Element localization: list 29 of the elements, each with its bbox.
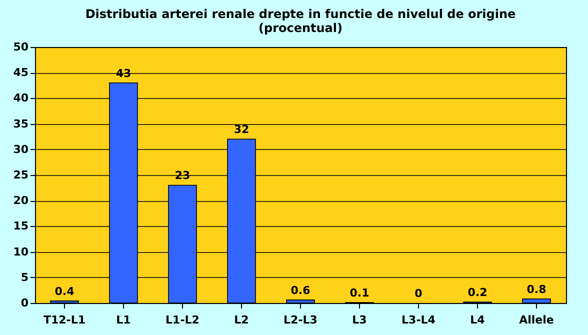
data-label: 32 xyxy=(234,123,250,136)
data-label: 0 xyxy=(414,287,423,300)
data-label: 0.1 xyxy=(350,286,370,300)
data-label: 0.6 xyxy=(290,284,311,297)
x-tick-label: Allele xyxy=(519,314,554,326)
y-tick-label: 25 xyxy=(13,168,28,182)
x-tick-label: L1 xyxy=(116,314,131,326)
data-label: 0.8 xyxy=(526,282,546,296)
data-label: 0.2 xyxy=(468,286,488,299)
x-tick-label: T12-L1 xyxy=(43,314,86,326)
y-tick-label: 15 xyxy=(13,220,28,233)
data-label: 0.4 xyxy=(54,284,75,298)
x-tick-label: L3-L4 xyxy=(402,314,436,326)
y-tick-label: 45 xyxy=(13,66,28,80)
y-tick-label: 10 xyxy=(13,245,29,258)
x-tick-label: L4 xyxy=(470,314,486,326)
y-tick-label: 50 xyxy=(13,40,29,54)
y-tick-label: 40 xyxy=(13,92,29,105)
x-tick-label: L1-L2 xyxy=(166,314,200,326)
x-tick-label: L2 xyxy=(234,314,249,326)
text: (procentual) xyxy=(258,21,343,35)
y-tick-label: 5 xyxy=(20,270,28,284)
y-tick-label: 35 xyxy=(13,117,28,130)
x-tick-label: L3 xyxy=(352,314,367,326)
text: Distributia arterei renale drepte in functie de nivelul de origine xyxy=(85,7,516,21)
x-tick-label: L2-L3 xyxy=(284,314,318,326)
y-tick-label: 0 xyxy=(20,296,29,310)
y-tick-label: 20 xyxy=(13,194,29,208)
y-tick-label: 30 xyxy=(13,142,29,156)
